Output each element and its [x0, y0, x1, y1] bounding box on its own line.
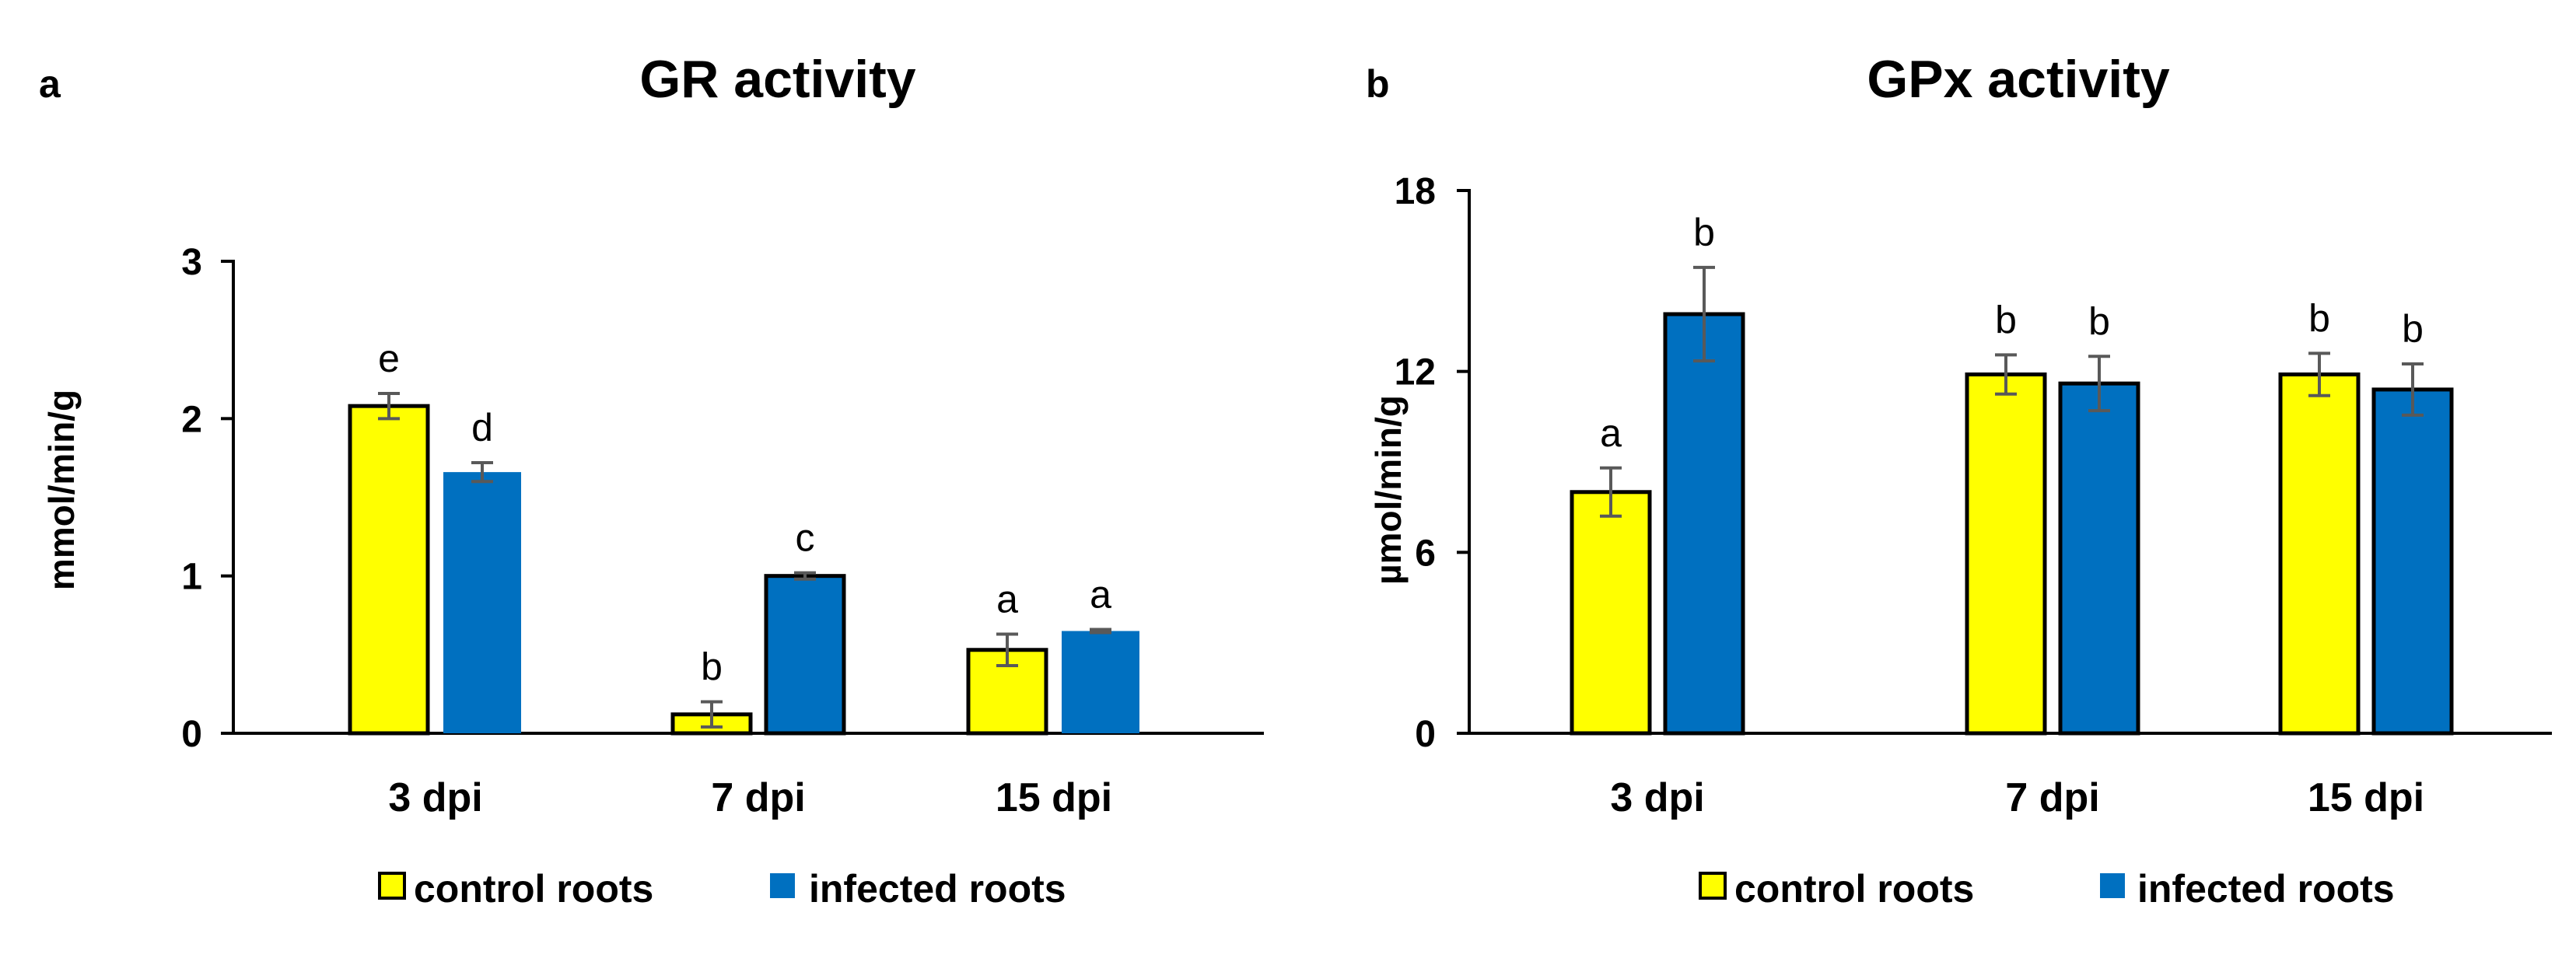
significance-letter: a — [1600, 411, 1622, 455]
legend-swatch-infected — [770, 873, 795, 898]
y-axis-label: µmol/min/g — [1368, 395, 1409, 585]
chart-title: GPx activity — [1867, 50, 2169, 109]
bar-infected-3 — [1062, 631, 1139, 733]
legend-label-control: control roots — [414, 867, 653, 911]
y-tick-label: 0 — [181, 714, 202, 755]
legend-swatch-control — [1699, 872, 1727, 900]
legend-label-control: control roots — [1734, 867, 1974, 911]
significance-letter: a — [996, 578, 1018, 621]
significance-letter: b — [2308, 296, 2330, 340]
significance-letter: e — [378, 337, 400, 380]
x-tick-label: 15 dpi — [2308, 775, 2424, 820]
y-tick-label: 6 — [1415, 533, 1436, 574]
panel-label: b — [1366, 62, 1390, 106]
bar-infected-2 — [764, 574, 846, 736]
significance-letter: a — [1090, 572, 1111, 616]
legend-label-infected: infected roots — [809, 867, 1066, 911]
x-tick-label: 3 dpi — [1610, 775, 1704, 820]
x-tick-label: 15 dpi — [996, 775, 1112, 820]
y-tick-label: 1 — [181, 557, 202, 598]
chart-panel-b: b GPx activity µmol/min/g 0 6 12 18 3 dpi 7 dpi 1… — [1288, 0, 2576, 954]
chart-title: GR activity — [639, 50, 915, 109]
bar-control-1 — [1570, 490, 1652, 736]
panel-label: a — [39, 62, 61, 106]
significance-letter: d — [471, 406, 493, 449]
y-tick-label: 3 — [181, 242, 202, 283]
significance-letter: b — [701, 645, 723, 689]
y-tick-label: 0 — [1415, 714, 1436, 755]
bar-infected-1 — [443, 472, 521, 733]
y-tick-label: 18 — [1395, 171, 1436, 212]
significance-letter: c — [796, 516, 815, 560]
x-tick-label: 3 dpi — [388, 775, 482, 820]
legend-label-infected: infected roots — [2137, 867, 2395, 911]
chart-a-svg: a GR activity mmol/min/g 0 1 2 3 3 dpi 7 dpi 15 d… — [39, 50, 1264, 911]
y-tick-label: 12 — [1395, 352, 1436, 393]
x-tick-label: 7 dpi — [711, 775, 805, 820]
chart-panel-a: a GR activity mmol/min/g 0 1 2 3 3 dpi 7 dpi 15 d… — [0, 0, 1288, 954]
significance-letter: b — [1995, 298, 2017, 341]
bar-infected-2 — [2058, 381, 2140, 736]
y-axis-label: mmol/min/g — [41, 390, 82, 590]
bar-control-2 — [1965, 372, 2047, 736]
bar-infected-3 — [2371, 387, 2454, 736]
bar-control-3 — [2278, 372, 2361, 736]
y-tick-label: 2 — [181, 399, 202, 440]
significance-letter: b — [1693, 211, 1715, 254]
bar-infected-1 — [1663, 312, 1745, 736]
chart-b-svg: b GPx activity µmol/min/g 0 6 12 18 3 dpi 7 dpi 1… — [1366, 50, 2552, 911]
legend-swatch-infected — [2100, 873, 2125, 898]
x-tick-label: 7 dpi — [2005, 775, 2099, 820]
significance-letter: b — [2088, 299, 2110, 343]
bar-control-1 — [348, 404, 430, 736]
significance-letter: b — [2402, 307, 2424, 351]
legend-swatch-control — [378, 872, 406, 900]
